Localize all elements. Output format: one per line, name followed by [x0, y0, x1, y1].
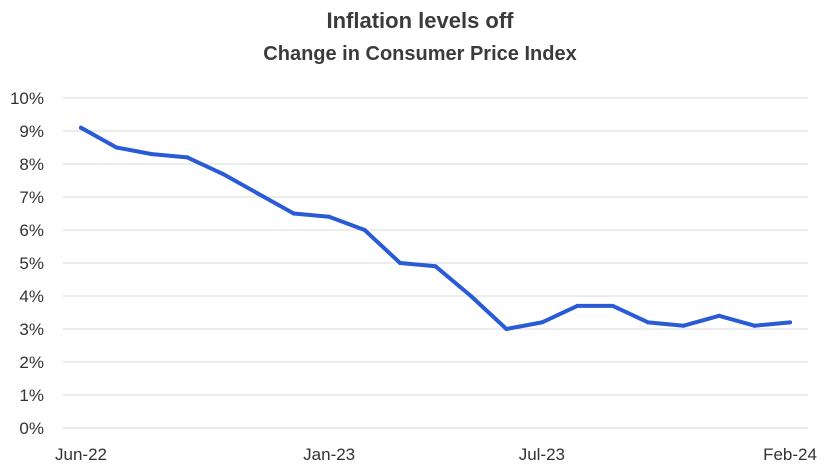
data-point — [398, 261, 403, 265]
data-point — [717, 313, 722, 318]
data-point — [539, 320, 544, 325]
data-point — [114, 145, 119, 150]
x-tick-label: Jul-23 — [519, 445, 565, 464]
data-point — [79, 125, 83, 130]
chart-title: Inflation levels off — [326, 8, 514, 33]
data-point — [362, 228, 367, 232]
data-point — [433, 264, 438, 269]
y-tick-label: 4% — [19, 287, 44, 306]
y-axis-ticks: 0% 1% 2% 3% 4% 5% 6% 7% 8% 9% 10% — [10, 89, 44, 438]
data-point — [681, 323, 686, 328]
data-point — [610, 303, 615, 308]
y-tick-label: 8% — [19, 155, 44, 174]
y-tick-label: 5% — [19, 254, 44, 273]
x-tick-label: Feb-24 — [763, 445, 817, 464]
y-tick-label: 3% — [19, 320, 44, 339]
data-point — [291, 211, 296, 216]
data-point — [504, 327, 509, 331]
series-layer — [79, 125, 792, 331]
data-point — [468, 294, 473, 298]
data-point — [646, 320, 651, 325]
y-tick-label: 9% — [19, 122, 44, 141]
y-tick-label: 6% — [19, 221, 44, 240]
y-tick-label: 10% — [10, 89, 44, 108]
chart-subtitle: Change in Consumer Price Index — [263, 43, 577, 65]
data-point — [185, 155, 190, 160]
data-point — [220, 171, 225, 176]
data-point — [256, 191, 261, 196]
data-point — [327, 214, 332, 219]
y-tick-label: 1% — [19, 386, 44, 405]
y-tick-label: 7% — [19, 188, 44, 207]
data-point — [149, 152, 154, 157]
y-tick-label: 2% — [19, 353, 44, 372]
y-tick-label: 0% — [19, 419, 44, 438]
data-point — [575, 303, 580, 308]
x-tick-label: Jan-23 — [303, 445, 355, 464]
gridlines — [63, 97, 808, 429]
data-point — [788, 320, 792, 325]
data-point — [752, 323, 757, 328]
x-tick-label: Jun-22 — [55, 445, 107, 464]
x-axis-ticks: Jun-22 Jan-23 Jul-23 Feb-24 — [55, 445, 817, 464]
